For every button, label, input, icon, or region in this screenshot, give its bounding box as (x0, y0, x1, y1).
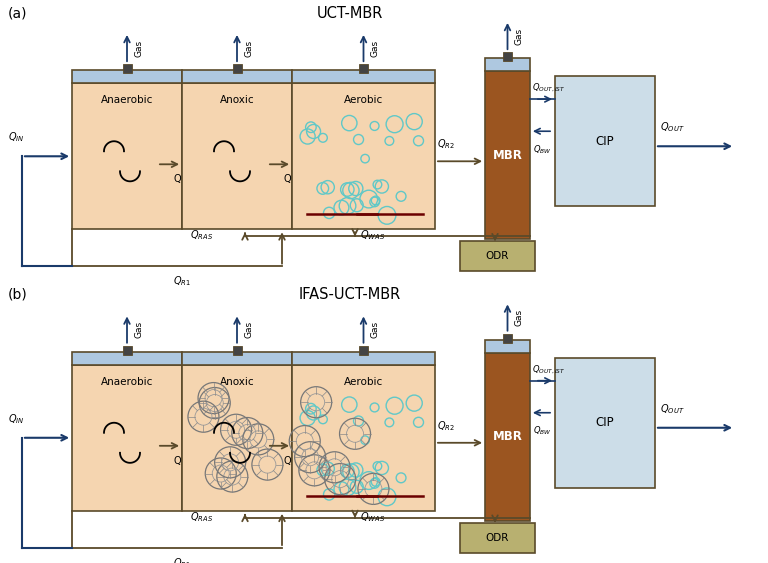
Text: CIP: CIP (596, 135, 614, 148)
Bar (359, 346, 368, 355)
Text: Q: Q (174, 175, 180, 184)
Text: Anoxic: Anoxic (220, 377, 254, 387)
Text: Anoxic: Anoxic (220, 95, 254, 105)
Text: ODR: ODR (486, 252, 509, 261)
Bar (72, 352, 182, 365)
Text: Q: Q (174, 456, 180, 466)
Bar (72, 70, 182, 83)
Text: Anaerobic: Anaerobic (101, 95, 153, 105)
Text: $Q_{R2}$: $Q_{R2}$ (437, 419, 455, 433)
Bar (485, 71, 530, 239)
Text: Gas: Gas (134, 321, 143, 338)
Text: (a): (a) (8, 6, 28, 20)
Text: Gas: Gas (370, 39, 379, 57)
Text: UCT-MBR: UCT-MBR (317, 6, 383, 20)
Bar (123, 346, 131, 355)
Text: $Q_{OUT,IST}$: $Q_{OUT,IST}$ (532, 82, 565, 94)
Text: (b): (b) (8, 288, 28, 302)
Bar (503, 52, 512, 61)
Bar (460, 242, 535, 271)
Bar (182, 352, 292, 365)
Bar (485, 58, 530, 71)
Bar (182, 365, 292, 511)
Text: Gas: Gas (515, 309, 524, 326)
Bar (292, 83, 435, 229)
Text: $Q_{RAS}$: $Q_{RAS}$ (190, 229, 214, 242)
Text: Gas: Gas (244, 39, 253, 57)
Text: MBR: MBR (492, 149, 522, 162)
Bar (72, 365, 182, 511)
Text: $Q_{WAS}$: $Q_{WAS}$ (360, 229, 386, 242)
Bar (72, 83, 182, 229)
Text: $Q_{RAS}$: $Q_{RAS}$ (190, 510, 214, 524)
Bar (233, 346, 241, 355)
Bar (359, 64, 368, 73)
Text: $Q_{WAS}$: $Q_{WAS}$ (360, 510, 386, 524)
Text: Gas: Gas (134, 39, 143, 57)
Bar (182, 83, 292, 229)
Text: $Q_{R1}$: $Q_{R1}$ (173, 275, 191, 288)
Text: $Q_{OUT}$: $Q_{OUT}$ (660, 402, 684, 415)
Text: $Q_{R2}$: $Q_{R2}$ (437, 137, 455, 151)
Text: Q: Q (283, 456, 291, 466)
Text: $Q_{OUT}$: $Q_{OUT}$ (660, 120, 684, 134)
Bar (292, 365, 435, 511)
Text: $Q_{R1}$: $Q_{R1}$ (173, 556, 191, 563)
Bar (555, 76, 655, 207)
Text: MBR: MBR (492, 430, 522, 443)
Bar (485, 339, 530, 352)
Text: Aerobic: Aerobic (344, 95, 383, 105)
Text: Q: Q (283, 175, 291, 184)
Bar (123, 64, 131, 73)
Text: $Q_{OUT,IST}$: $Q_{OUT,IST}$ (532, 363, 565, 376)
Bar (292, 70, 435, 83)
Text: ODR: ODR (486, 533, 509, 543)
Text: $Q_{BW}$: $Q_{BW}$ (533, 143, 551, 156)
Bar (182, 70, 292, 83)
Text: $Q_{BW}$: $Q_{BW}$ (533, 425, 551, 437)
Bar (503, 334, 512, 343)
Bar (233, 64, 241, 73)
Text: Gas: Gas (244, 321, 253, 338)
Text: $Q_{IN}$: $Q_{IN}$ (8, 412, 25, 426)
Bar (485, 352, 530, 521)
Bar (555, 358, 655, 488)
Text: $Q_{IN}$: $Q_{IN}$ (8, 131, 25, 144)
Bar (292, 352, 435, 365)
Bar (460, 523, 535, 553)
Text: IFAS-UCT-MBR: IFAS-UCT-MBR (299, 287, 401, 302)
Text: Gas: Gas (515, 28, 524, 44)
Text: Anaerobic: Anaerobic (101, 377, 153, 387)
Text: Gas: Gas (370, 321, 379, 338)
Text: CIP: CIP (596, 416, 614, 429)
Text: Aerobic: Aerobic (344, 377, 383, 387)
